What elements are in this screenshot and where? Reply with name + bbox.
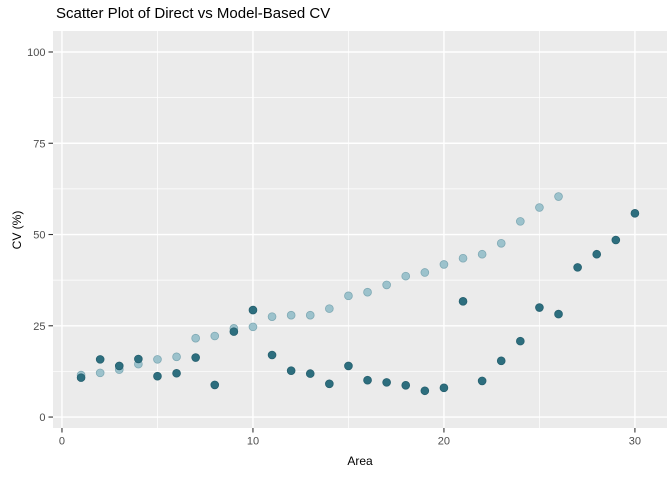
y-axis-title: CV (%) (10, 210, 24, 250)
data-point-direct (325, 379, 334, 389)
data-point-model-based (363, 287, 372, 297)
data-point-direct (114, 361, 124, 371)
data-point-direct (630, 209, 640, 218)
data-point-direct (76, 373, 86, 382)
data-point-direct (363, 375, 372, 385)
data-point-model-based (458, 253, 468, 263)
data-point-model-based (401, 271, 411, 281)
chart-title: Scatter Plot of Direct vs Model-Based CV (56, 5, 331, 22)
data-point-model-based (554, 192, 563, 201)
panel-background (53, 31, 667, 428)
y-tick-label: 50 (33, 230, 45, 242)
x-axis-title: Area (347, 454, 373, 468)
data-point-direct (344, 361, 353, 371)
x-tick-label: 30 (629, 436, 641, 448)
data-point-model-based (382, 280, 391, 290)
data-point-direct (458, 297, 468, 306)
data-point-direct (401, 380, 411, 390)
data-point-model-based (305, 310, 315, 320)
data-point-model-based (153, 355, 162, 364)
data-point-model-based (325, 304, 334, 313)
data-point-direct (153, 371, 162, 381)
data-point-direct (248, 305, 258, 315)
data-point-model-based (267, 312, 277, 321)
data-point-direct (611, 235, 621, 245)
data-point-direct (554, 309, 563, 319)
data-point-direct (95, 355, 105, 364)
data-point-direct (573, 263, 582, 272)
data-point-direct (210, 380, 220, 390)
data-point-model-based (191, 333, 200, 343)
y-tick-label: 25 (33, 321, 45, 333)
data-point-model-based (210, 331, 220, 341)
data-point-direct (191, 353, 200, 362)
x-tick-label: 10 (247, 436, 259, 448)
x-tick-label: 0 (59, 436, 65, 448)
data-point-direct (134, 354, 143, 364)
data-point-direct (172, 368, 181, 378)
data-point-direct (535, 303, 544, 312)
data-point-model-based (286, 310, 296, 320)
data-point-model-based (172, 352, 181, 362)
data-point-direct (229, 327, 239, 336)
data-point-direct (382, 378, 391, 387)
data-point-model-based (516, 217, 525, 226)
data-point-direct (516, 336, 525, 346)
data-point-model-based (439, 260, 449, 269)
y-tick-label: 100 (27, 47, 45, 59)
data-point-direct (267, 350, 277, 360)
data-point-model-based (535, 203, 544, 212)
data-point-direct (477, 376, 487, 386)
y-tick-label: 0 (39, 412, 45, 424)
data-point-model-based (95, 368, 105, 378)
data-point-direct (496, 356, 506, 366)
data-point-model-based (477, 249, 487, 259)
data-point-model-based (344, 291, 353, 301)
data-point-model-based (248, 322, 258, 332)
data-point-direct (420, 386, 430, 396)
data-point-model-based (496, 238, 506, 248)
data-point-direct (305, 369, 315, 378)
y-tick-label: 75 (33, 138, 45, 150)
data-point-direct (592, 249, 602, 259)
data-point-direct (286, 366, 296, 375)
x-tick-label: 20 (438, 436, 450, 448)
data-point-model-based (420, 268, 430, 277)
data-point-direct (439, 383, 449, 393)
